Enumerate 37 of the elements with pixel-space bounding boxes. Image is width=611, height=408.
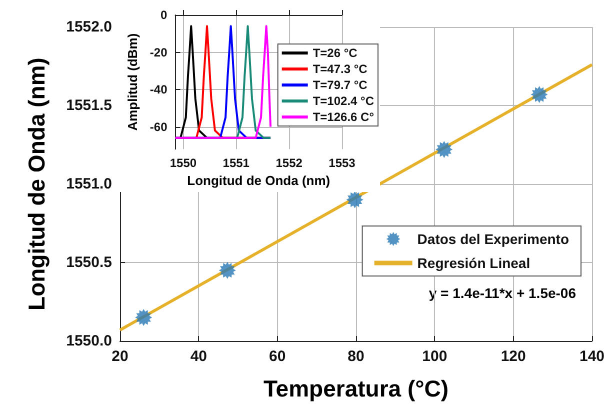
y-tick-label: 1552.0	[66, 18, 112, 36]
y-tick-label: -60	[150, 120, 168, 134]
x-tick-label: 60	[268, 348, 286, 365]
legend-label: T=126.6 C°	[312, 110, 374, 124]
legend-label: T=102.4 °C	[312, 94, 374, 108]
y-tick-label: 1551.0	[66, 176, 112, 192]
y-tick-label: 1550.0	[66, 332, 112, 350]
point	[436, 140, 453, 158]
x-tick-label: 80	[348, 348, 364, 365]
y-tick-label: -40	[150, 82, 168, 96]
legend-label: T=79.7 °C	[312, 78, 368, 92]
y-tick-label: 1550.5	[66, 254, 112, 271]
x-tick-label: 1551	[222, 156, 250, 170]
x-tick-label: 1550	[170, 156, 197, 170]
x-tick-label: 20	[112, 348, 128, 365]
x-axis-title: Temperatura (°C)	[263, 376, 449, 402]
y-axis-title: Longitud de Onda (nm)	[24, 58, 50, 310]
x-tick-label: 100	[422, 348, 448, 365]
x-tick-label: 40	[190, 348, 208, 365]
legend-label: Datos del Experimento	[417, 231, 569, 247]
y-axis-title: Amplitud (dBm)	[125, 33, 140, 131]
legend-label: T=26 °C	[312, 46, 358, 60]
x-tick-label: 120	[500, 348, 526, 365]
legend-label: T=47.3 °C	[312, 62, 368, 76]
y-tick-label: 0	[160, 8, 168, 22]
x-axis-title: Longitud de Onda (nm)	[187, 173, 330, 188]
y-tick-label: -20	[150, 45, 168, 60]
point	[135, 308, 152, 326]
x-tick-label: 1553	[328, 156, 356, 170]
point	[218, 262, 236, 279]
line-series	[174, 25, 272, 139]
point	[346, 191, 364, 208]
y-tick-label: 1551.5	[66, 97, 112, 114]
point	[530, 86, 548, 104]
x-tick-label: 140	[579, 348, 605, 365]
x-tick-label: 1552	[276, 156, 303, 170]
legend-label: Regresión Lineal	[417, 255, 530, 271]
